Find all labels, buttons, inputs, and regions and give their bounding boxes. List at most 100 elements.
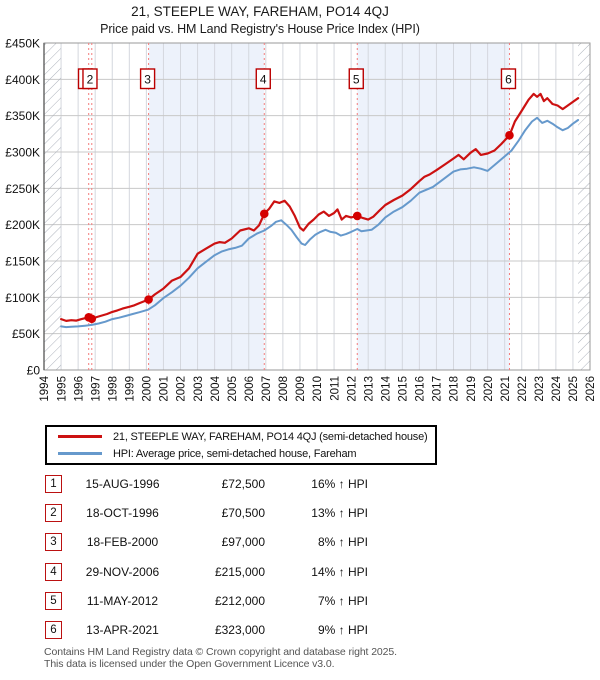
transaction-number-badge: 5 [45, 591, 62, 610]
svg-text:2011: 2011 [329, 376, 341, 401]
transaction-date: 29-NOV-2006 [85, 564, 160, 579]
table-row: 3 18-FEB-2000 £97,000 8% ↑ HPI [45, 533, 375, 562]
svg-text:£0: £0 [27, 364, 41, 378]
transaction-number-badge: 2 [45, 504, 62, 523]
svg-text:2017: 2017 [432, 376, 444, 402]
svg-text:2005: 2005 [227, 376, 239, 402]
sale-marker-label-box [348, 68, 364, 90]
price-history-chart: 123456£0£50K£100K£150K£200K£250K£300K£35… [5, 37, 597, 402]
svg-text:2001: 2001 [159, 376, 171, 402]
legend-line-swatch [58, 435, 102, 438]
transaction-hpi-delta: 8% ↑ HPI [317, 535, 368, 550]
transaction-price: £323,000 [214, 622, 265, 637]
property-price-line [59, 92, 580, 322]
sale-marker-label-box [255, 68, 271, 90]
svg-text:1996: 1996 [73, 376, 85, 402]
svg-text:1998: 1998 [107, 376, 119, 402]
hpi-line [60, 116, 580, 329]
transaction-date: 11-MAY-2012 [86, 593, 159, 608]
hatch-right [578, 43, 590, 370]
sale-marker-dot [352, 211, 362, 221]
transaction-date: 18-OCT-1996 [86, 506, 159, 521]
legend-entry: HPI: Average price, semi-detached house,… [47, 446, 435, 461]
transaction-date: 13-APR-2021 [86, 622, 159, 637]
svg-text:2020: 2020 [483, 376, 495, 402]
svg-text:2016: 2016 [415, 376, 427, 402]
legend-line-swatch [58, 452, 102, 455]
transaction-hpi-delta: 14% ↑ HPI [311, 564, 368, 579]
transaction-table: 1 15-AUG-1996 £72,500 16% ↑ HPI 2 18-OCT-1996… [45, 475, 375, 650]
svg-text:2022: 2022 [517, 376, 529, 402]
svg-text:£100K: £100K [5, 291, 40, 305]
svg-text:2000: 2000 [142, 376, 154, 402]
svg-text:2015: 2015 [398, 376, 410, 402]
svg-text:2021: 2021 [500, 376, 512, 402]
footer-line-1: Contains HM Land Registry data © Crown c… [44, 646, 397, 658]
svg-text:2007: 2007 [261, 376, 273, 402]
transaction-date: 15-AUG-1996 [85, 477, 160, 491]
svg-text:£250K: £250K [5, 182, 40, 196]
table-row: 5 11-MAY-2012 £212,000 7% ↑ HPI [45, 591, 375, 621]
svg-text:£200K: £200K [5, 218, 40, 232]
transaction-number-badge: 6 [45, 620, 62, 639]
svg-text:2026: 2026 [585, 376, 597, 402]
chart-title: 21, STEEPLE WAY, FAREHAM, PO14 4QJ [131, 4, 389, 19]
sale-marker-label: 5 [353, 73, 360, 87]
transaction-hpi-delta: 9% ↑ HPI [317, 622, 368, 637]
svg-text:2002: 2002 [176, 376, 188, 402]
footer-line-2: This data is licensed under the Open Gov… [44, 657, 335, 670]
transaction-price: £72,500 [221, 477, 265, 491]
transaction-hpi-delta: 16% ↑ HPI [311, 477, 368, 491]
svg-text:2013: 2013 [363, 376, 375, 402]
table-row: 1 15-AUG-1996 £72,500 16% ↑ HPI [45, 475, 375, 504]
license-footer: Contains HM Land Registry data © Crown c… [44, 646, 397, 670]
sale-marker-dot [505, 130, 514, 140]
svg-text:2006: 2006 [244, 376, 256, 402]
legend-label: HPI: Average price, semi-detached house,… [113, 447, 357, 460]
svg-text:2018: 2018 [449, 376, 461, 402]
transaction-hpi-delta: 13% ↑ HPI [311, 506, 368, 521]
sale-marker-label-box [500, 68, 517, 90]
hatch-left [44, 43, 62, 370]
svg-text:£300K: £300K [5, 146, 40, 160]
transaction-date: 18-FEB-2000 [86, 535, 159, 550]
svg-text:2012: 2012 [346, 376, 358, 402]
sale-marker-dot [87, 314, 97, 324]
svg-text:£450K: £450K [5, 37, 40, 51]
sale-marker-label: 3 [144, 73, 151, 87]
table-row: 6 13-APR-2021 £323,000 9% ↑ HPI [45, 620, 375, 650]
transaction-price: £97,000 [221, 535, 265, 550]
svg-text:2024: 2024 [551, 375, 563, 401]
transaction-number-badge: 1 [45, 475, 62, 493]
svg-text:2014: 2014 [380, 375, 392, 401]
y-axis-labels: £0 £50K £100K £150K £200K £250K £300K £350K £400… [5, 37, 40, 378]
sale-marker-label-box [82, 68, 98, 90]
svg-text:1995: 1995 [56, 376, 68, 402]
svg-text:1999: 1999 [125, 376, 137, 402]
shaded-ownership-band [357, 43, 510, 370]
svg-text:2010: 2010 [312, 376, 324, 402]
chart-subtitle: Price paid vs. HM Land Registry's House … [100, 22, 420, 36]
x-axis-labels: 1994 1995 1996 1997 1998 1999 2000 2001 2002 2003… [39, 375, 597, 401]
transaction-price: £212,000 [214, 593, 265, 608]
svg-text:£350K: £350K [5, 109, 40, 123]
table-row: 2 18-OCT-1996 £70,500 13% ↑ HPI [45, 504, 375, 533]
sale-marker-label: 4 [260, 73, 267, 87]
sale-marker-label: 6 [505, 73, 512, 87]
legend-entry: 21, STEEPLE WAY, FAREHAM, PO14 4QJ (semi… [47, 429, 435, 444]
transaction-price: £215,000 [214, 564, 265, 579]
svg-text:2004: 2004 [210, 375, 222, 401]
svg-text:2003: 2003 [193, 376, 205, 402]
transaction-number-badge: 4 [45, 562, 62, 581]
svg-text:£400K: £400K [5, 73, 40, 87]
svg-text:2023: 2023 [534, 376, 546, 402]
svg-text:2025: 2025 [568, 376, 580, 402]
svg-text:1997: 1997 [90, 376, 102, 402]
vertical-gridlines [60, 43, 574, 370]
legend-label: 21, STEEPLE WAY, FAREHAM, PO14 4QJ (semi… [113, 430, 428, 443]
transaction-hpi-delta: 7% ↑ HPI [317, 593, 368, 608]
sale-marker-label: 2 [87, 73, 94, 87]
svg-text:1994: 1994 [39, 375, 51, 401]
sale-marker-dot [144, 295, 153, 304]
